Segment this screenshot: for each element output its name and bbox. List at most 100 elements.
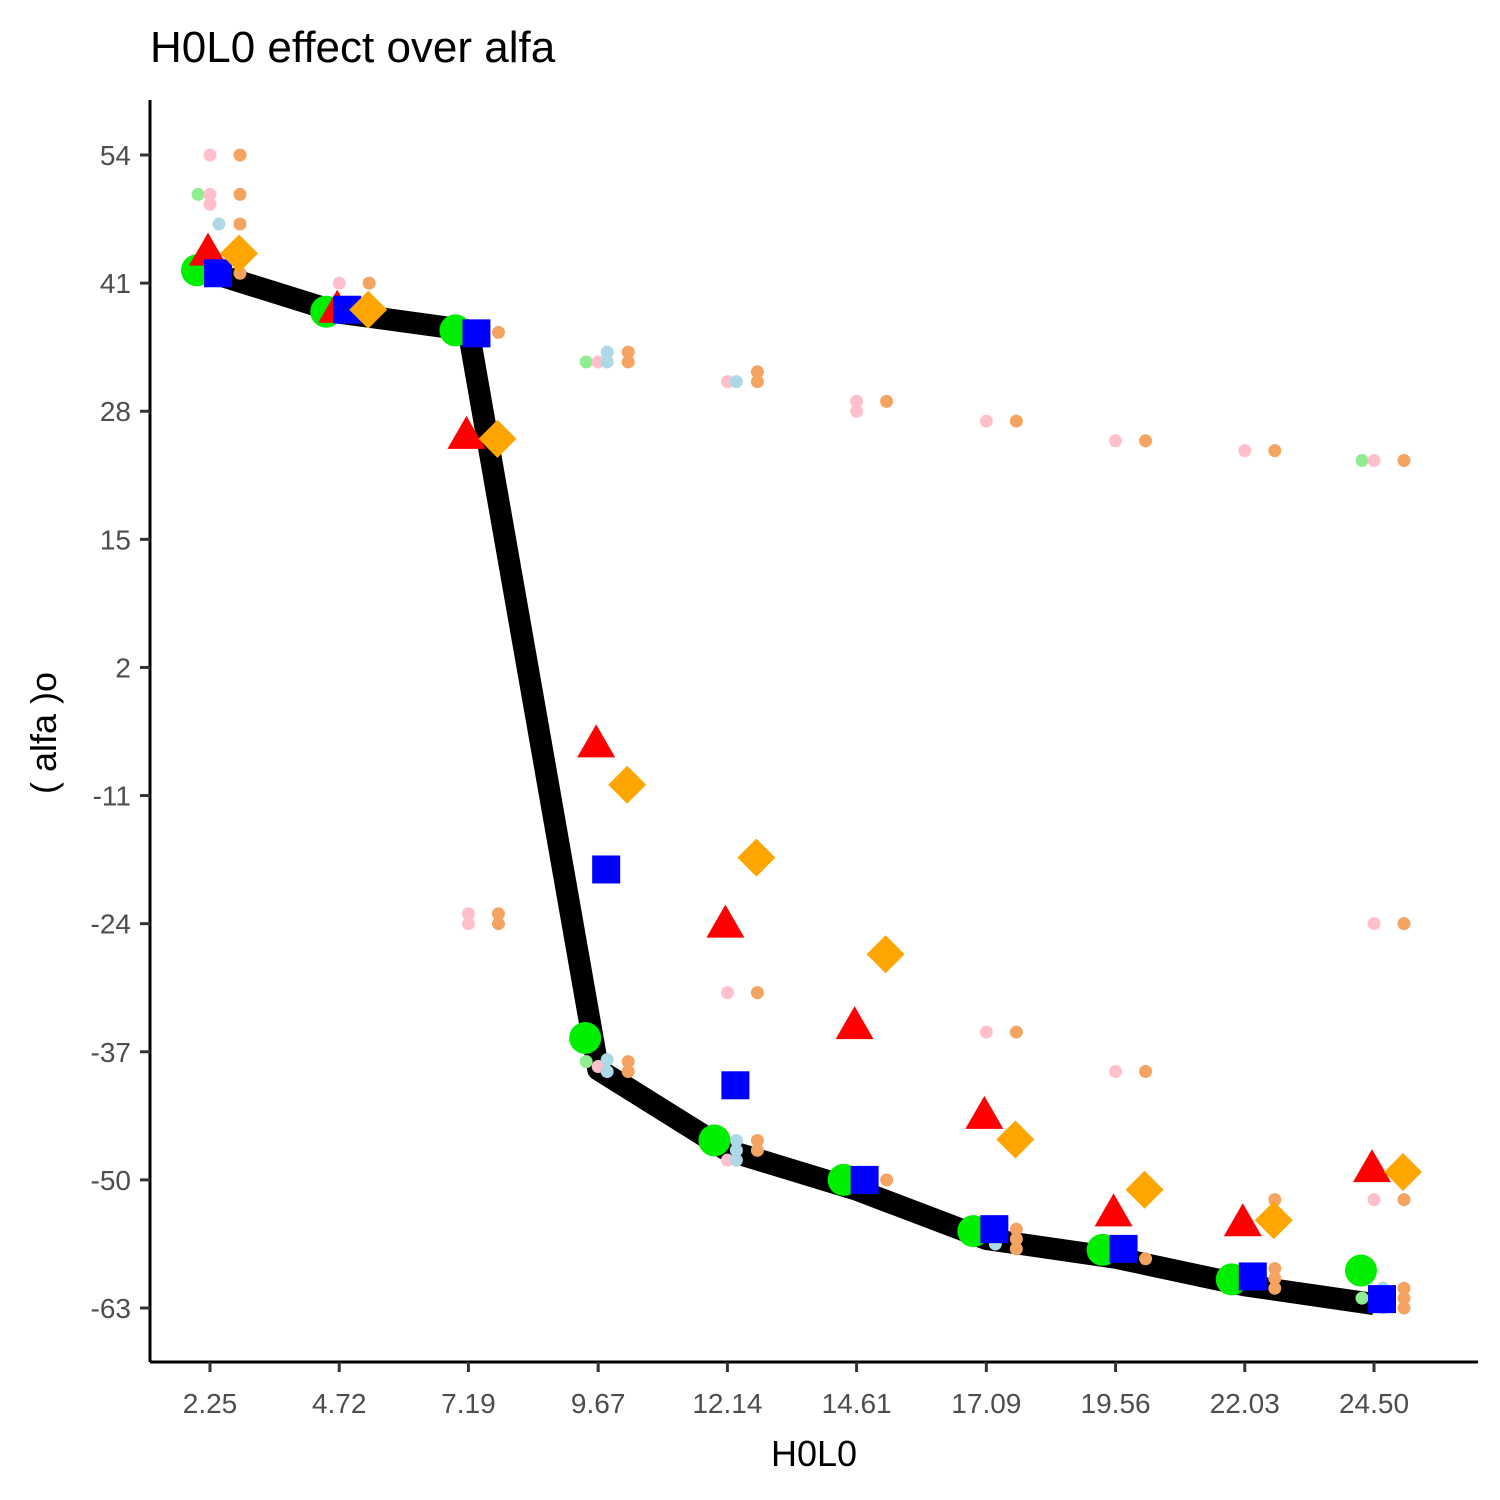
square-marker xyxy=(721,1071,750,1100)
diamond-marker xyxy=(1384,1153,1422,1192)
diamond-marker xyxy=(996,1120,1035,1159)
small-data-point xyxy=(750,986,764,1000)
small-data-point xyxy=(1367,1193,1381,1207)
small-data-point xyxy=(1139,1252,1153,1266)
small-data-point xyxy=(1397,917,1411,931)
small-data-point xyxy=(203,197,217,211)
small-data-point xyxy=(1367,917,1381,931)
x-tick-label: 22.03 xyxy=(1210,1388,1280,1419)
triangle-marker xyxy=(1094,1193,1133,1227)
small-data-point xyxy=(1009,414,1023,428)
small-data-point xyxy=(720,986,734,1000)
trend-line xyxy=(206,261,1376,1315)
small-data-point xyxy=(1397,1193,1411,1207)
square-marker xyxy=(1109,1234,1138,1263)
square-marker xyxy=(1368,1285,1396,1314)
triangle-marker xyxy=(447,415,486,449)
small-data-point xyxy=(1268,444,1282,458)
small-data-point xyxy=(203,187,217,201)
diamond-marker xyxy=(349,290,388,329)
small-data-point xyxy=(579,355,593,369)
diamond-marker xyxy=(478,419,517,458)
y-tick-label: 41 xyxy=(100,268,131,299)
y-tick-label: -63 xyxy=(91,1293,131,1324)
small-data-point xyxy=(720,1153,734,1167)
small-data-point xyxy=(1397,453,1411,467)
y-axis: 54 41 28 15 2 -11 -24 -37 -50 -63 xyxy=(91,140,150,1324)
circle-marker xyxy=(569,1021,602,1054)
small-data-point xyxy=(461,907,475,921)
small-data-point xyxy=(332,276,346,290)
small-data-point xyxy=(600,1053,614,1067)
diamond-marker xyxy=(1254,1201,1293,1240)
small-data-point xyxy=(750,365,764,379)
small-data-point xyxy=(850,394,864,408)
small-data-point xyxy=(600,345,614,359)
x-tick-label: 17.09 xyxy=(951,1388,1021,1419)
plot-area xyxy=(181,148,1422,1315)
small-data-point xyxy=(600,1064,614,1078)
x-tick-label: 19.56 xyxy=(1081,1388,1151,1419)
small-data-point xyxy=(1109,1064,1123,1078)
y-tick-label: 2 xyxy=(115,652,131,683)
y-tick-label: 28 xyxy=(100,396,131,427)
small-data-point xyxy=(979,1025,993,1039)
small-data-point xyxy=(1109,434,1123,448)
small-data-point xyxy=(880,1173,894,1187)
small-data-point xyxy=(233,187,247,201)
small-data-point xyxy=(729,375,743,389)
small-data-point xyxy=(729,1133,743,1147)
x-tick-label: 14.61 xyxy=(822,1388,892,1419)
small-data-point xyxy=(979,414,993,428)
x-tick-label: 24.50 xyxy=(1339,1388,1409,1419)
square-marker xyxy=(592,855,621,884)
small-data-point xyxy=(1139,1064,1153,1078)
y-tick-label: -50 xyxy=(91,1165,131,1196)
small-data-point xyxy=(491,325,505,339)
x-tick-label: 7.19 xyxy=(441,1388,496,1419)
triangle-marker xyxy=(1353,1149,1391,1183)
small-data-point xyxy=(579,1055,593,1069)
x-tick-label: 12.14 xyxy=(692,1388,762,1419)
small-data-point xyxy=(203,148,217,162)
small-data-point xyxy=(233,148,247,162)
x-tick-label: 2.25 xyxy=(183,1388,238,1419)
small-data-point xyxy=(1139,434,1153,448)
small-data-point xyxy=(1397,1281,1411,1295)
circle-marker xyxy=(698,1124,731,1157)
small-data-point xyxy=(750,1133,764,1147)
square-marker xyxy=(204,259,232,288)
small-data-point xyxy=(750,375,764,389)
small-data-point xyxy=(750,1143,764,1157)
small-data-point xyxy=(1009,1242,1023,1256)
small-data-point xyxy=(621,1064,635,1078)
x-tick-label: 4.72 xyxy=(312,1388,367,1419)
small-data-point xyxy=(491,917,505,931)
diamond-marker xyxy=(737,838,776,877)
small-data-point xyxy=(461,917,475,931)
diamond-marker xyxy=(866,935,905,974)
small-data-point xyxy=(729,1143,743,1157)
small-data-point xyxy=(1238,444,1252,458)
small-data-point xyxy=(621,345,635,359)
small-data-point xyxy=(212,217,226,231)
small-data-point xyxy=(1009,1025,1023,1039)
circle-marker xyxy=(1345,1254,1377,1287)
square-marker xyxy=(462,319,491,348)
triangle-marker xyxy=(189,232,227,266)
y-tick-label: -37 xyxy=(91,1037,131,1068)
small-data-point xyxy=(880,394,894,408)
small-data-point xyxy=(1268,1271,1282,1285)
small-data-point xyxy=(1268,1193,1282,1207)
y-tick-label: 54 xyxy=(100,140,131,171)
square-marker xyxy=(980,1215,1009,1244)
small-data-point xyxy=(591,355,605,369)
small-data-point xyxy=(729,1153,743,1167)
small-data-point xyxy=(621,1055,635,1069)
square-marker xyxy=(1238,1262,1267,1291)
small-data-point xyxy=(491,907,505,921)
diamond-marker xyxy=(1125,1170,1164,1209)
y-axis-label: ( alfa )o xyxy=(23,672,64,794)
small-data-point xyxy=(1397,1291,1411,1305)
